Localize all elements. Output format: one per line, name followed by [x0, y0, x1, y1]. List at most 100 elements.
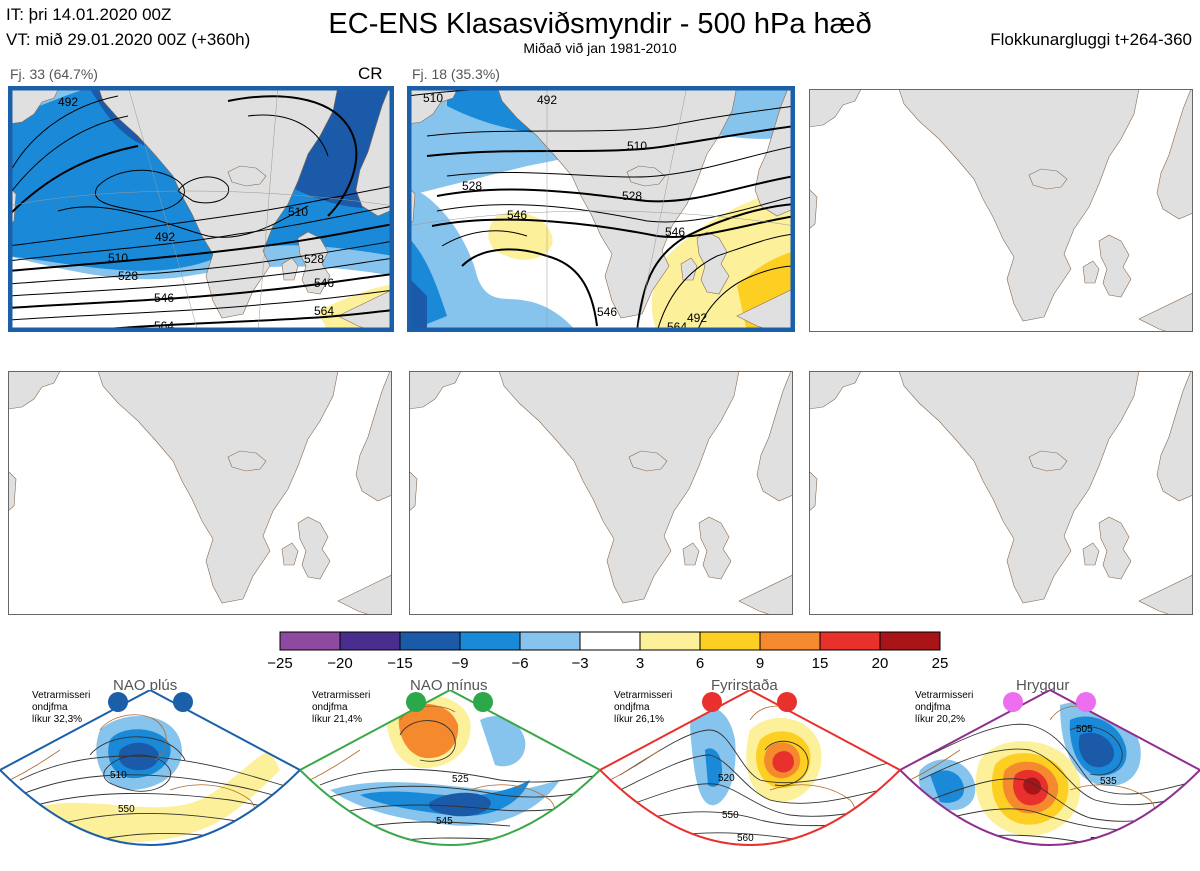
regime-contour-label: 550 — [722, 810, 739, 821]
anomaly-colorbar — [279, 631, 941, 651]
regime-4-note-line: Vetrarmisseri — [915, 690, 974, 701]
regime-map-nao-minus: 525 545 565 — [300, 690, 600, 861]
contour-label: 528 — [622, 189, 642, 203]
regime-4-dots — [1003, 692, 1096, 712]
colorbar-segment — [519, 631, 581, 651]
regime-2-dots — [406, 692, 493, 712]
colorbar-tick-label: −25 — [267, 655, 293, 672]
regime-4-title: Hryggur — [1016, 677, 1070, 694]
regime-contour-label: 545 — [436, 816, 453, 827]
contour-label: 510 — [627, 139, 647, 153]
colorbar-segment — [399, 631, 461, 651]
regime-dot-icon — [702, 692, 722, 712]
regime-1-dots — [108, 692, 193, 712]
regime-contour-label: 505 — [1076, 724, 1093, 735]
climatology-subtitle: Miðað við jan 1981-2010 — [523, 40, 677, 56]
cluster-map-1: 492 510 528 546 564 510 528 546 564 492 — [8, 86, 394, 332]
regime-dot-icon — [1076, 692, 1096, 712]
contour-label: 492 — [155, 230, 175, 244]
colorbar-segment — [279, 631, 341, 651]
regime-map-ridge: 505 535 560 — [900, 690, 1200, 846]
regime-3-note-line: ondjfma — [614, 702, 650, 713]
contour-label: 546 — [597, 305, 617, 319]
classification-window: Flokkunargluggi t+264-360 — [990, 30, 1192, 49]
colorbar-segment — [879, 631, 941, 651]
contour-label: 546 — [507, 208, 527, 222]
colorbar-tick-label: −9 — [451, 655, 469, 672]
regime-1-title: NAO plús — [113, 677, 178, 694]
valid-time: VT: mið 29.01.2020 00Z (+360h) — [6, 30, 251, 49]
regime-1-note-line: ondjfma — [32, 702, 68, 713]
colorbar-tick-label: −20 — [327, 655, 353, 672]
contour-label: 510 — [108, 251, 128, 265]
regime-dot-icon — [108, 692, 128, 712]
colorbar-segment — [639, 631, 701, 651]
contour-label: 564 — [314, 304, 334, 318]
cluster-map-2: 510 528 546 510 528 546 546 564 492 492 — [407, 86, 795, 332]
regime-3-dots — [702, 692, 797, 712]
colorbar-segment — [819, 631, 881, 651]
colorbar-tick-label: 15 — [811, 655, 829, 672]
colorbar-tick-label: −6 — [511, 655, 529, 672]
panel-2-label: Fj. 18 (35.3%) — [412, 66, 500, 82]
colorbar-segment — [459, 631, 521, 651]
contour-label: 492 — [687, 311, 707, 325]
regime-3-note-line: Vetrarmisseri — [614, 690, 673, 701]
regime-3-note-line: líkur 26,1% — [614, 714, 665, 725]
regime-dot-icon — [173, 692, 193, 712]
regime-contour-label: 525 — [452, 774, 469, 785]
colorbar-segment — [339, 631, 401, 651]
empty-cluster-map-5 — [409, 371, 793, 615]
colorbar-segment — [699, 631, 761, 651]
regime-dot-icon — [406, 692, 426, 712]
regime-3-title: Fyrirstaða — [711, 677, 778, 694]
empty-cluster-map-4 — [8, 371, 392, 615]
regime-map-blocking: 520 550 560 — [600, 690, 900, 846]
regime-1-note-line: Vetrarmisseri — [32, 690, 91, 701]
page-title: EC-ENS Klasasviðsmyndir - 500 hPa hæð — [328, 8, 872, 40]
contour-label: 528 — [304, 252, 324, 266]
empty-cluster-map-6 — [809, 371, 1193, 615]
empty-cluster-map-3 — [809, 89, 1193, 332]
colorbar-tick-label: −3 — [571, 655, 589, 672]
colorbar-tick-label: −15 — [387, 655, 413, 672]
regime-2-note-line: Vetrarmisseri — [312, 690, 371, 701]
colorbar-segment — [759, 631, 821, 651]
regime-contour-label: 565 — [446, 850, 463, 861]
contour-label: 546 — [665, 225, 685, 239]
colorbar-tick-label: 3 — [635, 655, 645, 672]
regime-2-note: Vetrarmisseri ondjfma líkur 21,4% — [312, 690, 370, 726]
regime-contour-label: 535 — [1100, 776, 1117, 787]
regime-dot-icon — [473, 692, 493, 712]
contour-label: 492 — [58, 95, 78, 109]
regime-contour-label: 510 — [110, 770, 127, 781]
contour-label: 510 — [288, 205, 308, 219]
regime-contour-label: 550 — [118, 804, 135, 815]
colorbar-tick-label: 6 — [695, 655, 705, 672]
panel-1-label: Fj. 33 (64.7%) — [10, 66, 98, 82]
regime-2-note-line: ondjfma — [312, 702, 348, 713]
regime-dot-icon — [1003, 692, 1023, 712]
contour-label: 510 — [423, 91, 443, 105]
colorbar-tick-label: 20 — [871, 655, 889, 672]
regime-4-note-line: ondjfma — [915, 702, 951, 713]
contour-label: 546 — [154, 291, 174, 305]
regime-contour-label: 520 — [718, 773, 735, 784]
regime-4-note: Vetrarmisseri ondjfma líkur 20,2% — [915, 690, 973, 726]
regime-3-note: Vetrarmisseri ondjfma líkur 26,1% — [614, 690, 672, 726]
colorbar-segment — [579, 631, 641, 651]
initial-time: IT: þri 14.01.2020 00Z — [6, 5, 172, 24]
regime-2-note-line: líkur 21,4% — [312, 714, 363, 725]
panel-1-cr-tag: CR — [358, 64, 383, 83]
regime-1-note: Vetrarmisseri ondjfma líkur 32,3% — [32, 690, 90, 726]
regime-4-note-line: líkur 20,2% — [915, 714, 966, 725]
contour-label: 528 — [118, 269, 138, 283]
contour-label: 528 — [462, 179, 482, 193]
regime-map-nao-plus: 510 550 — [0, 690, 300, 846]
regime-2-title: NAO mínus — [410, 677, 488, 694]
regime-1-note-line: líkur 32,3% — [32, 714, 83, 725]
regime-contour-label: 560 — [737, 833, 754, 844]
colorbar-tick-label: 9 — [755, 655, 765, 672]
contour-label: 492 — [537, 93, 557, 107]
contour-label: 546 — [314, 276, 334, 290]
